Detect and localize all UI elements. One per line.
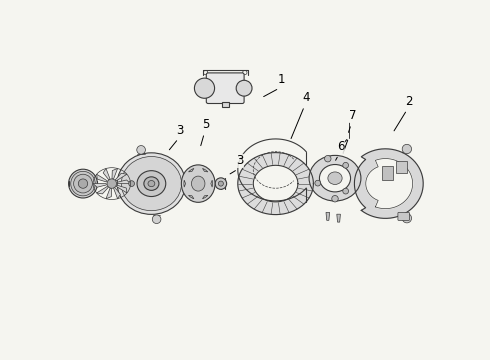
Polygon shape <box>354 149 423 219</box>
Polygon shape <box>326 212 330 220</box>
Polygon shape <box>106 188 112 199</box>
Polygon shape <box>103 168 110 180</box>
Circle shape <box>219 181 223 186</box>
Polygon shape <box>114 188 121 199</box>
Polygon shape <box>337 214 341 222</box>
Circle shape <box>215 178 227 189</box>
Ellipse shape <box>309 156 361 201</box>
Text: 2: 2 <box>405 95 413 108</box>
Polygon shape <box>117 180 130 184</box>
Polygon shape <box>221 102 229 107</box>
Polygon shape <box>396 161 407 173</box>
Text: 5: 5 <box>202 118 210 131</box>
Polygon shape <box>202 195 208 199</box>
Circle shape <box>78 179 88 188</box>
Ellipse shape <box>192 176 205 191</box>
Circle shape <box>107 179 117 188</box>
Polygon shape <box>189 195 194 199</box>
Text: 6: 6 <box>337 140 344 153</box>
Polygon shape <box>253 165 298 202</box>
Polygon shape <box>211 180 213 187</box>
Circle shape <box>125 177 138 190</box>
Circle shape <box>343 162 348 168</box>
Circle shape <box>69 169 98 198</box>
Text: 3: 3 <box>176 124 184 137</box>
Text: 4: 4 <box>303 91 310 104</box>
Circle shape <box>315 180 320 186</box>
FancyBboxPatch shape <box>206 73 244 104</box>
Ellipse shape <box>328 172 342 184</box>
Text: 7: 7 <box>349 109 357 122</box>
FancyBboxPatch shape <box>398 212 410 220</box>
Polygon shape <box>382 166 393 180</box>
Circle shape <box>324 156 331 162</box>
Circle shape <box>402 144 412 154</box>
Circle shape <box>402 213 412 223</box>
Ellipse shape <box>117 153 186 215</box>
Text: 3: 3 <box>236 154 244 167</box>
Polygon shape <box>184 180 186 187</box>
Circle shape <box>74 174 92 193</box>
Polygon shape <box>97 174 107 182</box>
Circle shape <box>332 195 338 202</box>
Ellipse shape <box>319 165 350 192</box>
Circle shape <box>195 78 215 98</box>
Polygon shape <box>116 185 127 193</box>
Polygon shape <box>238 153 314 215</box>
Ellipse shape <box>144 177 159 190</box>
Ellipse shape <box>122 157 181 211</box>
Circle shape <box>71 171 95 196</box>
Polygon shape <box>112 168 118 179</box>
Ellipse shape <box>137 171 166 197</box>
Text: 1: 1 <box>277 73 285 86</box>
Circle shape <box>137 145 146 154</box>
Polygon shape <box>202 168 208 172</box>
Polygon shape <box>366 158 413 209</box>
Polygon shape <box>93 184 106 187</box>
Polygon shape <box>115 173 127 181</box>
Circle shape <box>343 188 348 194</box>
Circle shape <box>152 215 161 224</box>
Circle shape <box>236 80 252 96</box>
Ellipse shape <box>148 180 155 187</box>
Polygon shape <box>97 186 108 194</box>
Polygon shape <box>189 168 194 172</box>
Ellipse shape <box>181 165 215 202</box>
Circle shape <box>129 181 134 186</box>
